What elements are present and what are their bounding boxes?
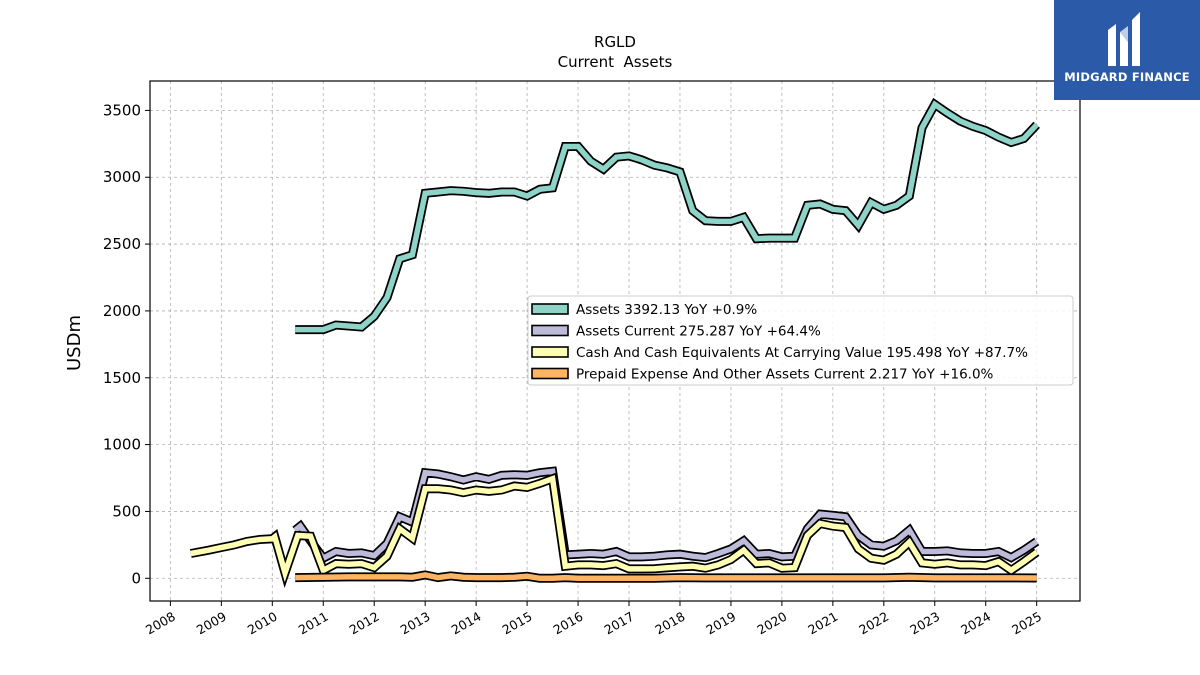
series-line-2 <box>293 468 1039 562</box>
x-tick-label: 2019 <box>703 609 738 638</box>
series-line-4 <box>295 572 1037 582</box>
x-tick-label: 2012 <box>347 609 382 638</box>
x-tick-label: 2024 <box>958 609 993 638</box>
y-tick-label: 500 <box>112 502 141 520</box>
x-tick-label: 2011 <box>296 609 331 638</box>
legend-swatch <box>531 367 569 380</box>
legend-swatch <box>531 303 569 315</box>
series-outline <box>292 466 1040 564</box>
legend-box <box>527 295 1074 386</box>
legend-label: Assets 3392.13 YoY +0.9% <box>576 302 757 318</box>
x-tick-label: 2023 <box>907 609 942 638</box>
x-tick-label: 2013 <box>398 609 433 638</box>
chart-title: RGLD <box>594 33 636 51</box>
x-tick-label: 2022 <box>856 609 891 638</box>
midgard-finance-logo: MIDGARD FINANCE <box>1054 0 1200 100</box>
x-tick-label: 2016 <box>551 609 586 638</box>
plot-frame <box>149 80 1081 602</box>
legend: Assets 3392.13 YoY +0.9% Assets Current 2… <box>527 295 1074 386</box>
x-tick-label: 2015 <box>500 609 535 638</box>
x-tick-label: 2010 <box>245 609 280 638</box>
x-tick-label: 2008 <box>143 609 178 638</box>
y-tick-label: 2000 <box>103 302 141 320</box>
logo-text: MIDGARD FINANCE <box>1064 70 1190 84</box>
y-tick-label: 0 <box>131 569 141 587</box>
y-tick-label: 3000 <box>103 168 141 186</box>
legend-label: Prepaid Expense And Other Assets Current… <box>576 367 994 383</box>
y-tick-label: 3500 <box>103 101 141 119</box>
x-tick-label: 2018 <box>652 609 687 638</box>
y-tick-label: 1000 <box>103 436 141 454</box>
y-axis-label: USDm <box>64 315 85 371</box>
series-line-3 <box>190 474 1039 583</box>
legend-swatch <box>531 324 569 337</box>
series-line-1 <box>295 100 1039 333</box>
series-layer <box>189 97 1040 588</box>
legend-swatch <box>531 346 569 358</box>
x-tick-label: 2014 <box>449 609 484 638</box>
x-tick-label: 2025 <box>1009 609 1044 638</box>
y-tick-label: 2500 <box>103 235 141 253</box>
legend-label: Assets Current 275.287 YoY +64.4% <box>576 324 821 340</box>
y-tick-label: 1500 <box>103 369 141 387</box>
x-tick-label: 2017 <box>601 609 636 638</box>
x-tick-label: 2021 <box>805 609 840 638</box>
chart-subtitle: Current Assets <box>558 53 673 71</box>
legend-label: Cash And Cash Equivalents At Carrying Va… <box>576 345 1028 361</box>
x-tick-label: 2020 <box>754 609 789 638</box>
x-tick-label: 2009 <box>194 609 229 638</box>
logo-mark-icon <box>1108 12 1140 66</box>
